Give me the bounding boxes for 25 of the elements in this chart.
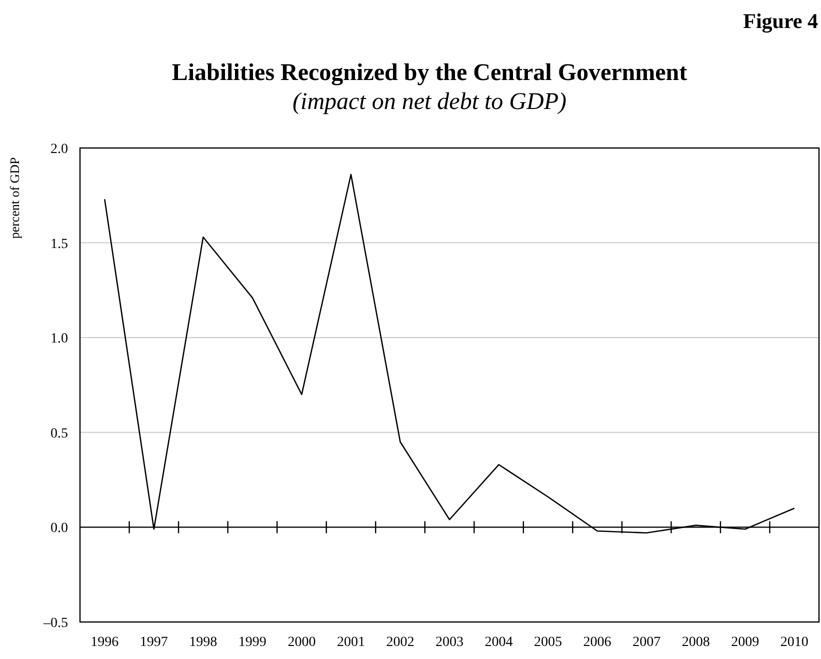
x-tick-label: 1998 <box>189 635 218 650</box>
y-axis-title: percent of GDP <box>7 157 22 239</box>
x-tick-label: 2008 <box>682 635 710 650</box>
y-tick-label: –0.5 <box>42 616 68 631</box>
x-tick-label: 1996 <box>90 635 119 650</box>
x-tick-label: 1999 <box>238 635 266 650</box>
x-tick-label: 2003 <box>436 635 464 650</box>
y-tick-label: 1.5 <box>50 236 68 252</box>
x-tick-label: 2006 <box>583 635 612 650</box>
x-tick-label: 2010 <box>780 635 808 650</box>
chart-title: Liabilities Recognized by the Central Government <box>172 60 688 86</box>
x-tick-label: 2005 <box>534 635 562 650</box>
x-tick-label: 2004 <box>484 635 513 650</box>
y-tick-label: 2.0 <box>50 142 68 157</box>
x-tick-label: 2002 <box>386 635 414 650</box>
y-tick-label: 0.5 <box>50 426 68 442</box>
x-tick-label: 2009 <box>731 635 760 650</box>
x-tick-label: 1997 <box>140 635 168 650</box>
x-tick-label: 2001 <box>336 635 365 650</box>
y-tick-label: 0.0 <box>50 521 68 536</box>
caption: Figure 4 <box>743 9 818 33</box>
x-tick-label: 2007 <box>632 635 661 650</box>
x-tick-label: 2000 <box>288 635 316 650</box>
chart-subtitle: (impact on net debt to GDP) <box>292 89 566 115</box>
y-tick-label: 1.0 <box>50 332 68 347</box>
